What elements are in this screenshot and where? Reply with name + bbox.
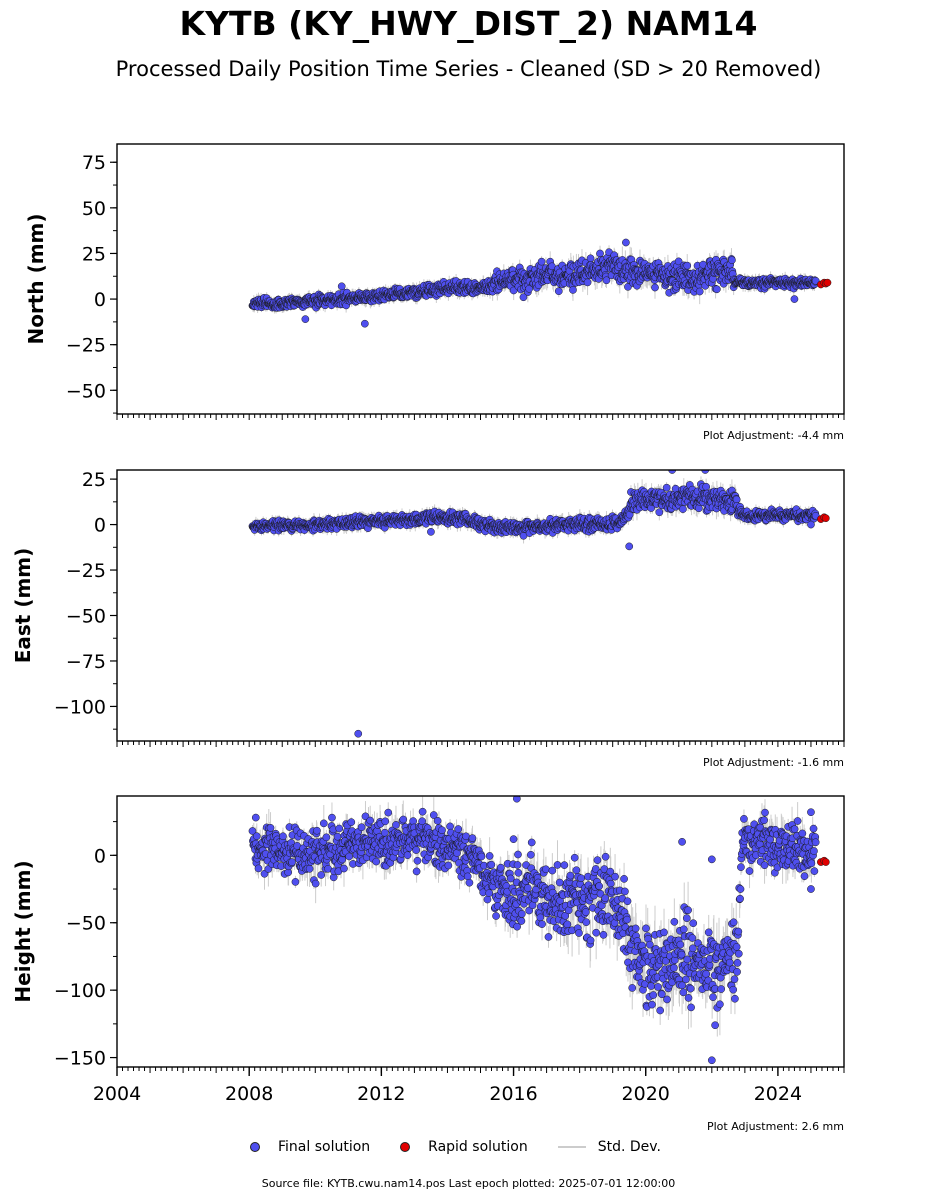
final-solution-point xyxy=(596,249,604,258)
final-solution-point xyxy=(586,254,595,263)
final-solution-point xyxy=(519,293,528,302)
final-solution-point xyxy=(674,257,683,266)
final-solution-point xyxy=(583,278,592,287)
final-solution-point xyxy=(537,257,546,266)
data-points xyxy=(248,238,832,328)
plot-adjustment-label: Plot Adjustment: -4.4 mm xyxy=(703,429,844,442)
y-tick-label: 75 xyxy=(82,152,106,174)
final-solution-point xyxy=(651,283,659,292)
page-title: KYTB (KY_HWY_DIST_2) NAM14 xyxy=(179,4,758,43)
page-subtitle: Processed Daily Position Time Series - C… xyxy=(115,57,822,81)
final-solution-points xyxy=(248,238,832,328)
y-tick-label: 25 xyxy=(82,243,106,265)
final-solution-point xyxy=(554,287,563,296)
data-points xyxy=(248,470,830,738)
final-solution-point xyxy=(811,276,820,285)
final-solution-points xyxy=(248,470,830,738)
y-tick-label: 0 xyxy=(94,289,106,311)
final-solution-point xyxy=(622,238,630,247)
final-solution-point xyxy=(569,286,577,294)
chart-panel-1: 75 50 25 0 −25 −50 North (mm) Plot Adjustment: … xyxy=(24,143,845,442)
final-solution-point xyxy=(790,295,799,303)
y-axis-label: North (mm) xyxy=(24,213,48,344)
rapid-solution-point xyxy=(823,278,832,287)
final-solution-point xyxy=(301,315,310,323)
final-solution-point xyxy=(713,285,721,294)
final-solution-point xyxy=(525,284,533,293)
final-solution-point xyxy=(695,287,704,296)
final-solution-point xyxy=(728,256,736,264)
final-solution-point xyxy=(337,282,346,291)
final-solution-point xyxy=(360,319,369,328)
y-tick-label: −25 xyxy=(66,335,106,357)
y-tick-label: 50 xyxy=(82,198,106,220)
y-tick-label: −50 xyxy=(66,380,106,402)
final-solution-point xyxy=(602,276,611,285)
final-solution-point xyxy=(683,261,692,270)
